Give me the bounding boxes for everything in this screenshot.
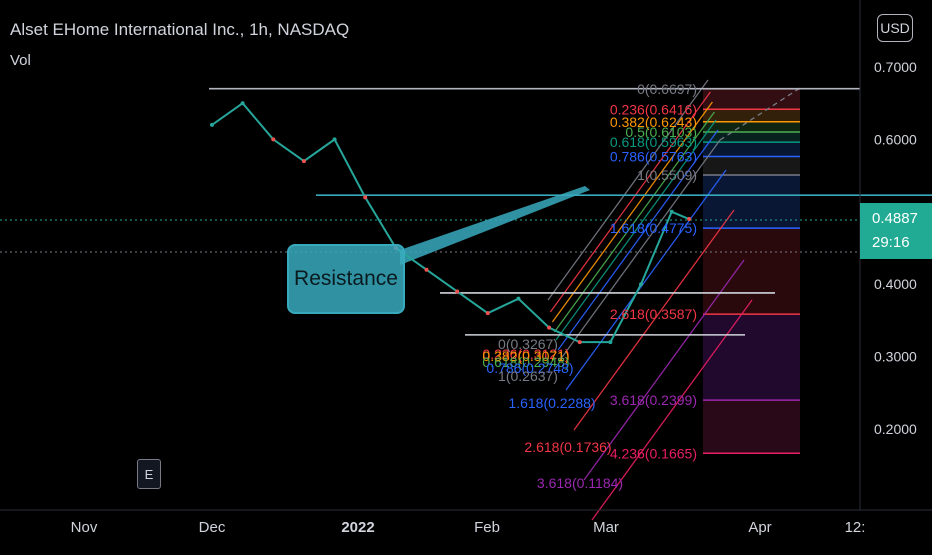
x-tick-label: 2022 (341, 519, 374, 536)
fib-channel-line (553, 111, 715, 333)
fib-left-label: 0.382(0.3071) (482, 348, 569, 364)
fib-zone (703, 314, 800, 401)
y-tick-label: 0.2000 (874, 421, 917, 437)
callout-pointer (400, 186, 590, 265)
fib-level-label: 1.618(0.4775) (610, 220, 697, 236)
fib-left-label: 0.786(0.2748) (486, 360, 573, 376)
fib-level-label: 2.618(0.3587) (610, 306, 697, 322)
fib-level-label: 1(0.5509) (637, 167, 697, 183)
fib-left-label: 2.618(0.1736) (524, 439, 611, 455)
y-tick-label: 0.6000 (874, 131, 917, 147)
fib-zone (703, 142, 800, 157)
fib-channel-line (551, 101, 713, 323)
y-tick-label: 0.7000 (874, 59, 917, 75)
fib-zone (703, 109, 800, 122)
fib-zone (703, 131, 800, 143)
x-tick-label: Nov (71, 519, 98, 536)
symbol-title: Alset EHome International Inc., 1h, NASD… (10, 20, 350, 39)
fib-left-label: 0.618(0.2948) (482, 354, 569, 370)
fib-left-label: 1(0.2637) (498, 368, 558, 384)
last-price: 0.4887 (872, 210, 918, 227)
fib-level-label: 4.236(0.1665) (610, 445, 697, 461)
fib-zone (703, 88, 800, 110)
fib-channel-line (549, 91, 711, 313)
price-point (271, 137, 276, 142)
price-point (687, 217, 692, 222)
fib-level-label: 0.382(0.6243) (610, 114, 697, 130)
price-point (669, 209, 674, 214)
fib-channel-line (565, 169, 727, 391)
fib-channel-line (547, 79, 709, 301)
fib-level-label: 0.5(0.6103) (625, 124, 697, 140)
x-tick-label: Dec (199, 519, 226, 536)
price-point (608, 340, 613, 345)
fib-channel-line (583, 259, 745, 481)
earnings-badge[interactable]: E (137, 459, 161, 489)
fib-left-label: 0(0.3267) (498, 336, 558, 352)
price-point (455, 289, 460, 294)
price-point (332, 137, 337, 142)
y-tick-label: 0.4000 (874, 276, 917, 292)
price-point (516, 296, 521, 301)
fib-left-label: 3.618(0.1184) (537, 475, 623, 491)
x-tick-label: 12: (845, 519, 866, 536)
resistance-callout[interactable]: Resistance (287, 244, 405, 314)
fib-zone (703, 121, 800, 132)
fib-left-label: 0.236(0.3121) (482, 346, 569, 362)
price-point (301, 159, 306, 164)
price-point (210, 122, 214, 127)
fib-level-label: 0.786(0.5763) (610, 149, 697, 165)
price-point (240, 101, 245, 106)
price-point (485, 311, 490, 316)
fib-level-label: 0(0.6697) (637, 81, 697, 97)
fib-channel-line (591, 299, 753, 521)
price-point (547, 325, 552, 330)
price-point (424, 267, 429, 272)
x-tick-label: Apr (748, 519, 771, 536)
fib-channel-line (559, 139, 721, 361)
y-tick-label: 0.3000 (874, 349, 917, 365)
last-price-tag: 0.4887 29:16 (860, 203, 932, 259)
bar-countdown: 29:16 (872, 234, 910, 251)
fib-zone (703, 156, 800, 175)
currency-button[interactable]: USD (877, 14, 913, 42)
x-tick-label: Mar (593, 519, 619, 536)
price-point (577, 340, 582, 345)
fib-level-label: 0.236(0.6416) (610, 101, 697, 117)
price-point (363, 195, 368, 200)
fib-channel-extension (719, 87, 801, 141)
volume-label: Vol (10, 52, 31, 69)
fib-channel-line (573, 209, 735, 431)
fib-channel-line (555, 119, 717, 341)
fib-level-label: 3.618(0.2399) (610, 392, 697, 408)
fib-zone (703, 400, 800, 454)
fib-zone (703, 174, 800, 229)
x-tick-label: Feb (474, 519, 500, 536)
price-point (639, 282, 644, 287)
fib-left-label: 1.618(0.2288) (508, 395, 595, 411)
fib-channel-line (557, 129, 719, 351)
fib-level-label: 0.618(0.5963) (610, 134, 697, 150)
